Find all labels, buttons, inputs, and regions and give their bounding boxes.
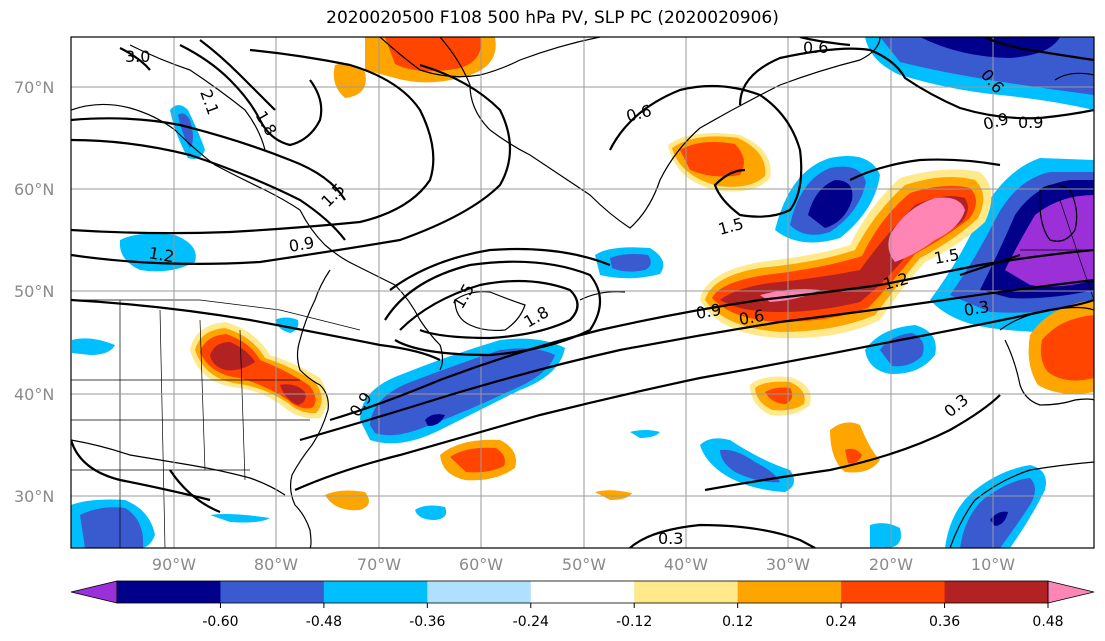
contour-label: 0.9 — [287, 233, 315, 256]
slp-contours — [71, 37, 1094, 548]
latitude-labels: 70°N 60°N 50°N 40°N 30°N — [14, 78, 54, 506]
lon-label: 20°W — [869, 555, 913, 574]
lon-label: 50°W — [562, 555, 606, 574]
lon-label: 60°W — [459, 555, 503, 574]
contour-label: 0.6 — [737, 306, 765, 329]
lon-label: 30°W — [766, 555, 810, 574]
colorbar-tick-label: -0.36 — [409, 614, 445, 630]
colorbar-segment — [737, 581, 842, 603]
lat-label: 40°N — [14, 385, 54, 404]
colorbar-extend-high — [1047, 580, 1095, 604]
colorbar-segment — [117, 581, 221, 603]
colorbar-tick-label: -0.24 — [513, 614, 549, 630]
lon-label: 80°W — [254, 555, 298, 574]
colorbar-segment — [944, 581, 1049, 603]
colorbar: -0.60 -0.48 -0.36 -0.24 -0.12 0.12 0.24 0.36 0.4… — [70, 580, 1095, 630]
lat-label: 30°N — [14, 487, 54, 506]
contour-label: 0.3 — [658, 529, 683, 548]
lat-label: 60°N — [14, 180, 54, 199]
graticule — [71, 37, 1094, 548]
colorbar-tick-label: 0.36 — [929, 614, 960, 630]
lat-label: 70°N — [14, 78, 54, 97]
contour-label: 0.9 — [694, 300, 722, 323]
contour-label: 0.6 — [803, 38, 828, 57]
colorbar-segment — [634, 581, 739, 603]
colorbar-segment — [530, 581, 635, 603]
contour-label: 0.3 — [962, 297, 990, 320]
lon-label: 40°W — [664, 555, 708, 574]
colorbar-tick-label: 0.48 — [1032, 614, 1063, 630]
map-title: 2020020500 F108 500 hPa PV, SLP PC (2020… — [326, 8, 779, 28]
colorbar-outline — [116, 580, 1049, 604]
colorbar-segment — [323, 581, 428, 603]
contour-label: 1.2 — [147, 243, 175, 266]
pv-anomaly-fills — [71, 37, 1094, 548]
contour-label: 3.0 — [125, 47, 150, 66]
lon-label: 10°W — [971, 555, 1015, 574]
colorbar-segment — [841, 581, 946, 603]
borders — [71, 199, 1094, 548]
colorbar-tick-label: -0.60 — [202, 614, 238, 630]
longitude-labels: 90°W 80°W 70°W 60°W 50°W 40°W 30°W 20°W … — [152, 555, 1015, 574]
lat-label: 50°N — [14, 282, 54, 301]
colorbar-segment — [427, 581, 532, 603]
contour-label: 1.5 — [932, 245, 960, 268]
positive-anomaly-pink-core — [888, 197, 965, 262]
coastlines — [71, 37, 1094, 548]
colorbar-tick-label: -0.48 — [306, 614, 342, 630]
colorbar-tick-label: -0.12 — [616, 614, 652, 630]
colorbar-tick-label: 0.24 — [826, 614, 857, 630]
colorbar-extend-low — [70, 580, 118, 604]
colorbar-segment — [220, 581, 325, 603]
lon-label: 90°W — [152, 555, 196, 574]
map-background — [71, 37, 1094, 548]
lon-label: 70°W — [357, 555, 401, 574]
colorbar-tick-label: 0.12 — [722, 614, 753, 630]
contour-label: 0.9 — [1018, 113, 1043, 132]
map-frame — [70, 36, 1095, 549]
